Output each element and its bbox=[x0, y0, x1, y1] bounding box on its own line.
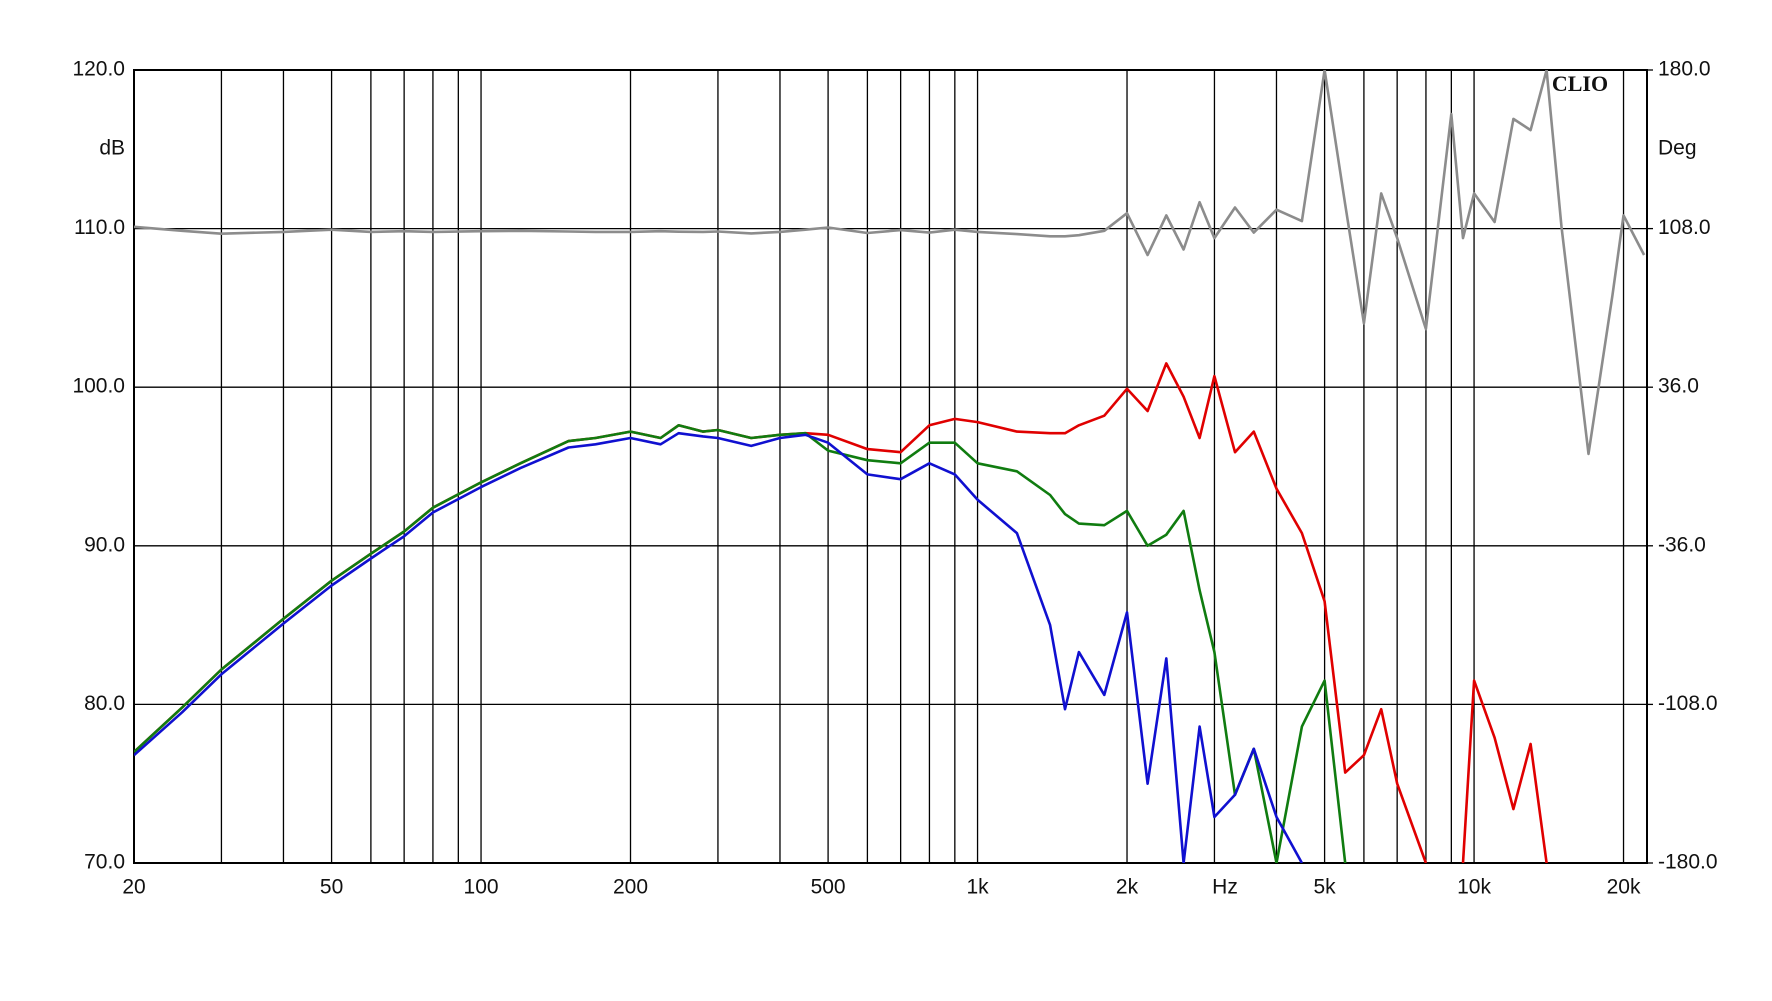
series-line bbox=[134, 424, 1347, 863]
y-tick-label: 100.0 bbox=[72, 375, 125, 398]
lines bbox=[134, 70, 1646, 863]
series-line bbox=[134, 431, 1304, 863]
x-axis-label: Hz bbox=[1212, 876, 1238, 899]
x-tick-label: 200 bbox=[613, 876, 648, 899]
y-tick-label: 70.0 bbox=[84, 851, 125, 874]
y-tick-label: 120.0 bbox=[72, 58, 125, 81]
y2-tick-label: -180.0 bbox=[1658, 851, 1718, 874]
y2-tick-label: 36.0 bbox=[1658, 375, 1699, 398]
watermark: CLIO bbox=[1552, 71, 1608, 96]
x-tick-label: 50 bbox=[320, 876, 343, 899]
x-tick-label: 2k bbox=[1116, 876, 1139, 899]
series-line bbox=[134, 70, 1646, 456]
x-tick-label: 5k bbox=[1314, 876, 1337, 899]
y2-tick-label: -36.0 bbox=[1658, 533, 1706, 556]
y2-tick-label: 180.0 bbox=[1658, 58, 1711, 81]
x-tick-label: 20 bbox=[122, 876, 145, 899]
y2-axis-label: Deg bbox=[1658, 137, 1697, 160]
x-tick-label: 1k bbox=[966, 876, 989, 899]
y-tick-label: 110.0 bbox=[74, 216, 125, 239]
y-axis-label: dB bbox=[99, 137, 125, 160]
y-tick-label: 90.0 bbox=[84, 533, 125, 556]
plot-frame bbox=[133, 69, 1648, 864]
x-tick-label: 100 bbox=[464, 876, 499, 899]
y-tick-label: 80.0 bbox=[84, 692, 125, 715]
y2-tick-label: 108.0 bbox=[1658, 216, 1711, 239]
x-tick-label: 10k bbox=[1457, 876, 1491, 899]
y2-tick-label: -108.0 bbox=[1658, 692, 1718, 715]
x-tick-label: 20k bbox=[1607, 876, 1641, 899]
x-tick-label: 500 bbox=[811, 876, 846, 899]
